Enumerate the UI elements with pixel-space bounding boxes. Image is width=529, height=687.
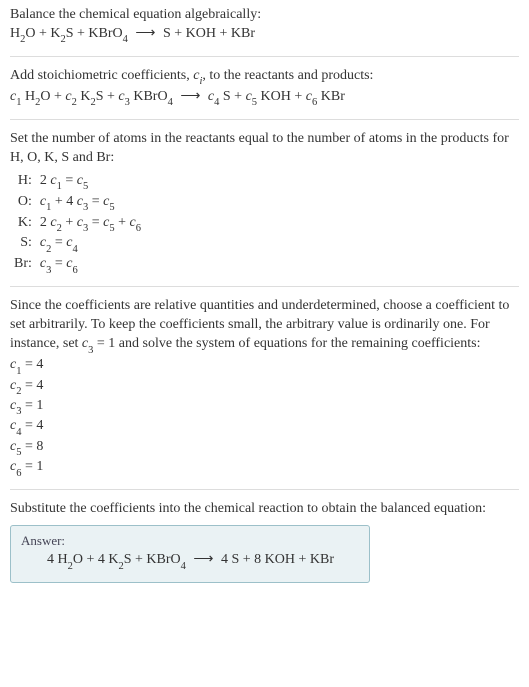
element-label: O: bbox=[10, 193, 36, 214]
balance-row: K: 2 c2 + c3 = c5 + c6 bbox=[10, 214, 145, 235]
solved-item: c1 = 4 bbox=[10, 356, 519, 376]
solved-item: c4 = 4 bbox=[10, 417, 519, 437]
element-label: H: bbox=[10, 172, 36, 193]
answer-label: Answer: bbox=[21, 532, 359, 550]
title-line: Balance the chemical equation algebraica… bbox=[10, 6, 519, 25]
element-label: K: bbox=[10, 214, 36, 235]
title-arrow: ⟶ bbox=[131, 25, 159, 44]
title-lhs: H2O + K2S + KBrO4 bbox=[10, 26, 128, 41]
coef-arrow: ⟶ bbox=[176, 88, 204, 107]
element-label: Br: bbox=[10, 255, 36, 276]
title-rhs: S + KOH + KBr bbox=[163, 26, 255, 41]
substitute-text: Substitute the coefficients into the che… bbox=[10, 500, 519, 519]
answer-lhs: 4 H2O + 4 K2S + KBrO4 bbox=[47, 552, 186, 567]
answer-equation: 4 H2O + 4 K2S + KBrO4 ⟶ 4 S + 8 KOH + KB… bbox=[21, 551, 359, 572]
balance-eq: c2 = c4 bbox=[36, 234, 145, 255]
balance-eq: c3 = c6 bbox=[36, 255, 145, 276]
since-text: Since the coefficients are relative quan… bbox=[10, 297, 519, 356]
element-label: S: bbox=[10, 234, 36, 255]
since-c3: c3 = 1 bbox=[82, 336, 115, 351]
since-text-b: and solve the system of equations for th… bbox=[115, 336, 480, 351]
coef-rhs: c4 S + c5 KOH + c6 KBr bbox=[208, 89, 345, 104]
solved-item: c6 = 1 bbox=[10, 458, 519, 478]
divider bbox=[10, 286, 519, 287]
solved-list: c1 = 4 c2 = 4 c3 = 1 c4 = 4 c5 = 8 c6 = … bbox=[10, 356, 519, 479]
divider bbox=[10, 56, 519, 57]
add-coeff-text: Add stoichiometric coefficients, ci, to … bbox=[10, 67, 519, 88]
divider bbox=[10, 489, 519, 490]
coef-lhs: c1 H2O + c2 K2S + c3 KBrO4 bbox=[10, 89, 173, 104]
balance-eq: c1 + 4 c3 = c5 bbox=[36, 193, 145, 214]
balance-row: O: c1 + 4 c3 = c5 bbox=[10, 193, 145, 214]
add-text-before: Add stoichiometric coefficients, bbox=[10, 68, 193, 83]
solved-item: c3 = 1 bbox=[10, 397, 519, 417]
balance-row: H: 2 c1 = c5 bbox=[10, 172, 145, 193]
set-text: Set the number of atoms in the reactants… bbox=[10, 130, 519, 168]
add-text-after: , to the reactants and products: bbox=[202, 68, 373, 83]
coef-equation: c1 H2O + c2 K2S + c3 KBrO4 ⟶ c4 S + c5 K… bbox=[10, 88, 519, 109]
balance-eq: 2 c2 + c3 = c5 + c6 bbox=[36, 214, 145, 235]
solved-item: c2 = 4 bbox=[10, 377, 519, 397]
balance-table: H: 2 c1 = c5 O: c1 + 4 c3 = c5 K: 2 c2 +… bbox=[10, 172, 145, 277]
divider bbox=[10, 119, 519, 120]
balance-eq: 2 c1 = c5 bbox=[36, 172, 145, 193]
solved-item: c5 = 8 bbox=[10, 438, 519, 458]
balance-row: S: c2 = c4 bbox=[10, 234, 145, 255]
title-equation: H2O + K2S + KBrO4 ⟶ S + KOH + KBr bbox=[10, 25, 519, 46]
balance-row: Br: c3 = c6 bbox=[10, 255, 145, 276]
answer-box: Answer: 4 H2O + 4 K2S + KBrO4 ⟶ 4 S + 8 … bbox=[10, 525, 370, 584]
answer-rhs: 4 S + 8 KOH + KBr bbox=[221, 552, 334, 567]
answer-arrow: ⟶ bbox=[189, 551, 217, 570]
